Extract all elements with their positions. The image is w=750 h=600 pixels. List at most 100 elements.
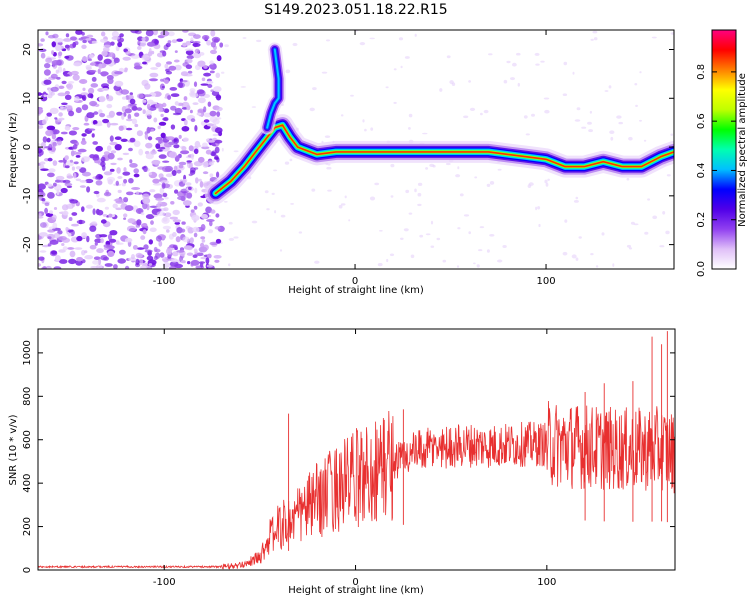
faint-speck [369,196,376,201]
noise-speck [62,179,71,184]
noise-speck [72,41,77,48]
faint-speck [439,88,443,92]
noise-speck [189,88,196,93]
noise-speck [216,157,220,163]
noise-speck [81,133,87,137]
noise-speck [182,30,189,33]
noise-speck [109,135,114,142]
noise-speck [214,139,223,144]
noise-speck [138,148,144,156]
noise-speck [108,52,115,58]
noise-speck [164,79,169,84]
noise-speck [60,105,64,109]
noise-speck [167,141,175,146]
noise-speck [157,125,161,130]
noise-speck [165,173,173,178]
noise-speck [38,143,42,146]
noise-speck [159,252,165,258]
noise-speck [45,31,49,36]
noise-speck [44,63,51,69]
noise-speck [101,50,108,57]
noise-speck [101,87,110,91]
faint-speck [311,188,316,192]
noise-speck [42,266,47,269]
noise-speck [49,239,59,245]
x-tick-label: 0 [352,276,358,287]
noise-speck [51,41,56,48]
noise-speck [202,171,209,175]
branch-trace [260,42,286,135]
noise-speck [202,35,210,40]
noise-speck [206,160,216,163]
noise-speck [47,236,52,240]
noise-speck [186,192,193,199]
noise-speck [90,83,99,88]
faint-speck [457,166,460,170]
noise-speck [176,250,185,253]
faint-speck [512,62,517,67]
noise-speck [122,171,131,176]
faint-speck [340,203,346,206]
noise-speck [206,140,215,143]
noise-speck [203,72,212,77]
noise-speck [170,105,177,111]
noise-speck [114,71,123,75]
noise-speck [55,69,59,74]
noise-speck [81,31,85,36]
noise-speck [106,95,114,102]
noise-speck [61,80,67,85]
noise-speck [68,217,73,221]
noise-speck [124,205,134,212]
noise-speck [111,36,120,40]
noise-speck [147,265,151,269]
noise-speck [205,257,210,265]
faint-speck [634,83,638,86]
faint-speck [523,115,528,119]
faint-speck [425,233,431,236]
faint-speck [576,107,581,111]
faint-speck [527,184,532,189]
noise-speck [199,181,204,188]
noise-speck [162,192,168,198]
noise-speck [197,202,203,207]
faint-speck [510,77,515,81]
noise-speck [120,89,130,95]
noise-speck [163,108,170,113]
noise-speck [159,83,165,91]
noise-speck [171,39,178,44]
faint-speck [595,265,599,268]
noise-speck [38,125,44,129]
noise-speck [117,176,123,179]
noise-speck [64,55,70,59]
noise-speck [51,250,57,255]
noise-speck [75,107,82,114]
noise-speck [89,69,97,73]
spectrogram-y-ticks: -20 -10 0 10 20 [22,43,674,253]
noise-speck [175,236,181,243]
noise-speck [58,236,67,241]
noise-speck [143,244,149,250]
noise-speck [74,96,80,102]
noise-speck [160,30,170,37]
noise-speck [92,208,96,215]
noise-speck [75,30,83,35]
noise-speck [93,190,100,195]
noise-speck [190,167,196,173]
faint-speck [644,231,649,235]
noise-speck [154,255,158,261]
noise-speck [149,72,159,78]
noise-speck [155,143,161,150]
y-tick-label: 400 [22,474,33,493]
faint-speck [290,203,294,205]
noise-speck [44,116,49,122]
snr-frame [37,328,676,571]
noise-speck [141,37,146,41]
noise-speck [109,230,118,236]
noise-speck [137,45,142,50]
noise-speck [115,200,125,204]
noise-speck [200,83,209,86]
noise-speck [116,242,124,245]
noise-speck [131,118,138,125]
noise-speck [181,260,186,264]
noise-speck [136,219,142,226]
